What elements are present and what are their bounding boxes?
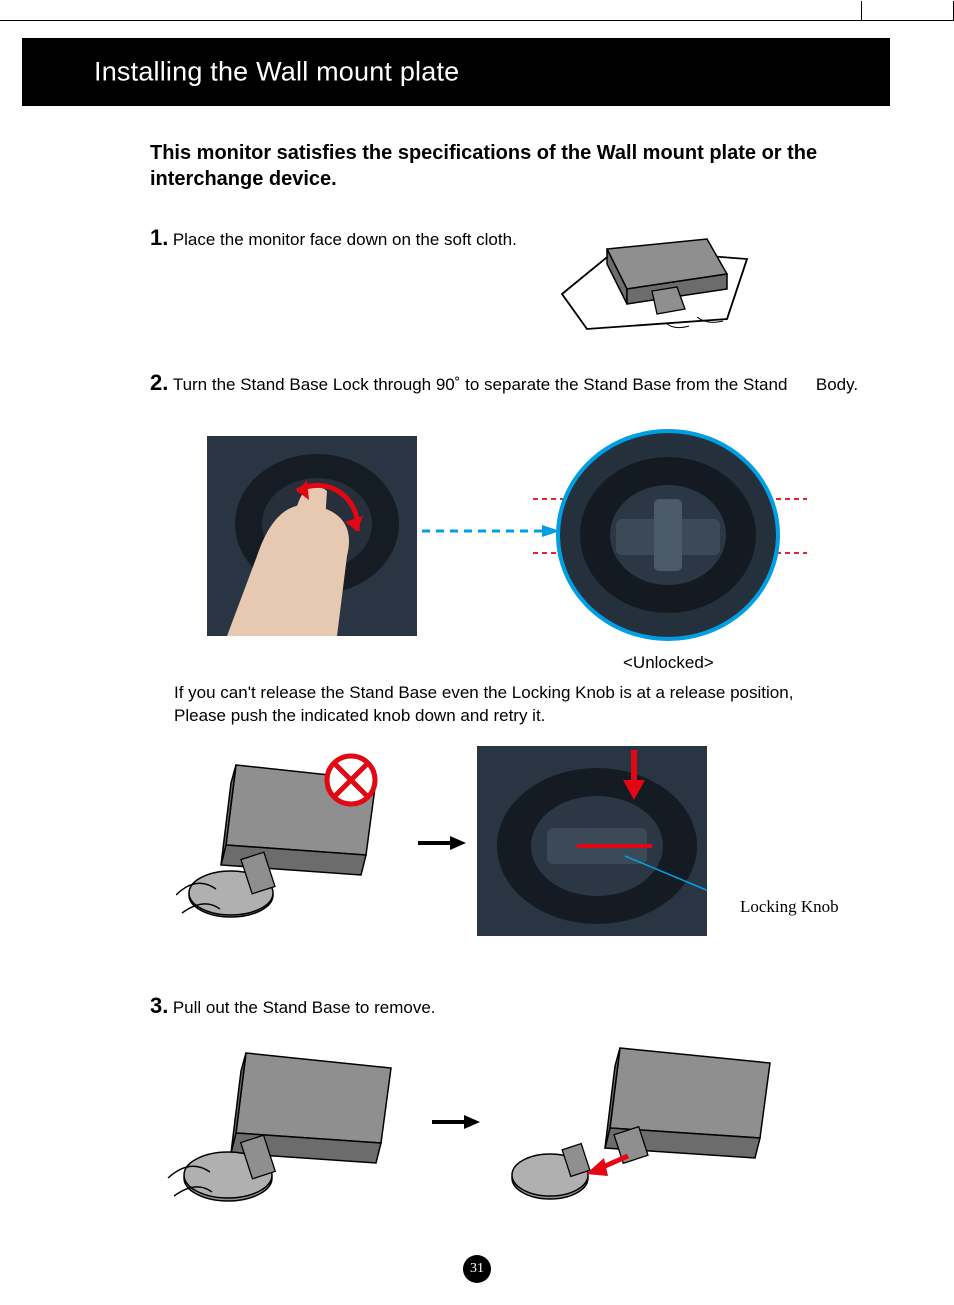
arrow-right-icon (418, 835, 466, 851)
fig-turn-lock-photo (207, 436, 417, 636)
step-2-note: If you can't release the Stand Base even… (174, 682, 824, 728)
step-1-number: 1. (150, 225, 168, 250)
label-locking-knob: Locking Knob (740, 897, 839, 917)
section-header: Installing the Wall mount plate (22, 38, 890, 106)
step-2: 2. Turn the Stand Base Lock through 90˚ … (150, 370, 870, 396)
step-3: 3. Pull out the Stand Base to remove. (150, 993, 750, 1019)
step-1: 1. Place the monitor face down on the so… (150, 225, 530, 251)
arrow-right-icon-2 (432, 1114, 480, 1130)
manual-page: Installing the Wall mount plate This mon… (0, 0, 954, 1305)
step-2-number: 2. (150, 370, 168, 395)
crop-marks (0, 20, 954, 21)
step-3-number: 3. (150, 993, 168, 1018)
fig-unlocked-photo (556, 429, 781, 642)
page-number: 31 (463, 1255, 491, 1283)
step-3-text: Pull out the Stand Base to remove. (173, 998, 436, 1017)
intro-text: This monitor satisfies the specification… (150, 140, 840, 192)
fig-prohibit-pull (176, 745, 396, 935)
step-2-text-line2: Body. (816, 375, 858, 394)
fig-pull-base-after (510, 1038, 790, 1213)
caption-unlocked: <Unlocked> (623, 653, 714, 673)
step-2-text: Turn the Stand Base Lock through 90˚ to … (173, 375, 788, 394)
section-title: Installing the Wall mount plate (94, 57, 459, 88)
fig-push-knob-photo (477, 746, 707, 936)
fig-pull-base-before (166, 1038, 406, 1213)
fig-monitor-on-cloth (557, 199, 757, 349)
step-1-text: Place the monitor face down on the soft … (173, 230, 517, 249)
